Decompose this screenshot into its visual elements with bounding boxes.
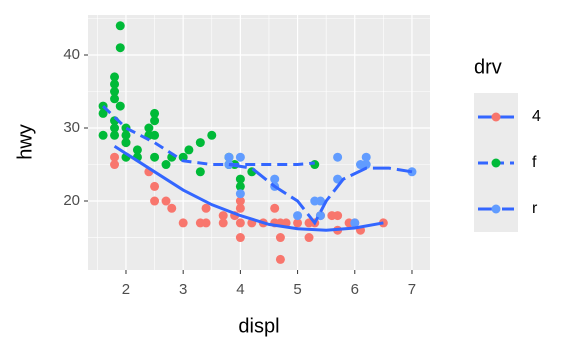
smooth-line bbox=[113, 144, 384, 232]
y-tick-label: 40 bbox=[63, 46, 80, 63]
point bbox=[110, 87, 120, 97]
x-tick-label: 3 bbox=[179, 281, 187, 298]
point bbox=[361, 152, 371, 162]
point bbox=[150, 196, 160, 206]
point bbox=[235, 181, 245, 191]
legend-title: drv bbox=[474, 56, 502, 78]
point bbox=[224, 152, 234, 162]
point bbox=[195, 138, 205, 148]
legend-label: f bbox=[532, 154, 537, 171]
point bbox=[110, 160, 120, 170]
point bbox=[201, 203, 211, 213]
point bbox=[333, 152, 343, 162]
point bbox=[235, 218, 245, 228]
point bbox=[110, 79, 120, 89]
point bbox=[150, 108, 160, 118]
point bbox=[144, 123, 154, 133]
point bbox=[235, 196, 245, 206]
point bbox=[327, 211, 337, 221]
point bbox=[98, 130, 108, 140]
point bbox=[115, 43, 125, 53]
point bbox=[235, 189, 245, 199]
point bbox=[235, 152, 245, 162]
point bbox=[293, 218, 303, 228]
legend-point bbox=[491, 204, 501, 214]
point bbox=[270, 174, 280, 184]
point bbox=[207, 130, 217, 140]
point bbox=[235, 203, 245, 213]
point bbox=[270, 203, 280, 213]
point bbox=[161, 196, 171, 206]
y-tick-label: 30 bbox=[63, 119, 80, 136]
point bbox=[218, 211, 228, 221]
point bbox=[178, 152, 188, 162]
point bbox=[121, 138, 131, 148]
point bbox=[115, 21, 125, 31]
point bbox=[110, 123, 120, 133]
x-tick-label: 2 bbox=[122, 281, 130, 298]
point bbox=[201, 218, 211, 228]
x-tick-label: 6 bbox=[351, 281, 359, 298]
point bbox=[150, 116, 160, 126]
y-axis-title: hwy bbox=[14, 124, 36, 160]
point bbox=[150, 181, 160, 191]
point bbox=[235, 174, 245, 184]
x-tick-label: 5 bbox=[293, 281, 301, 298]
point bbox=[161, 160, 171, 170]
legend-label: 4 bbox=[532, 108, 541, 125]
point bbox=[304, 233, 314, 243]
panel bbox=[88, 15, 430, 270]
point bbox=[110, 72, 120, 82]
point bbox=[195, 167, 205, 177]
smooth-line bbox=[228, 163, 413, 226]
x-axis-title: displ bbox=[238, 315, 279, 337]
point bbox=[293, 211, 303, 221]
x-tick-label: 4 bbox=[236, 281, 244, 298]
point bbox=[361, 160, 371, 170]
point bbox=[110, 152, 120, 162]
y-tick-label: 20 bbox=[63, 192, 80, 209]
point bbox=[184, 145, 194, 155]
point bbox=[275, 233, 285, 243]
legend-point bbox=[491, 158, 501, 168]
point bbox=[150, 130, 160, 140]
point bbox=[110, 130, 120, 140]
point bbox=[178, 218, 188, 228]
point bbox=[121, 130, 131, 140]
point bbox=[310, 196, 320, 206]
point bbox=[167, 203, 177, 213]
point bbox=[218, 218, 228, 228]
point bbox=[132, 145, 142, 155]
point bbox=[150, 152, 160, 162]
point bbox=[110, 94, 120, 104]
point bbox=[235, 233, 245, 243]
legend-label: r bbox=[532, 200, 538, 217]
point bbox=[115, 101, 125, 111]
point bbox=[275, 254, 285, 264]
point bbox=[350, 218, 360, 228]
legend-point bbox=[491, 112, 501, 122]
x-tick-label: 7 bbox=[408, 281, 416, 298]
point bbox=[98, 108, 108, 118]
